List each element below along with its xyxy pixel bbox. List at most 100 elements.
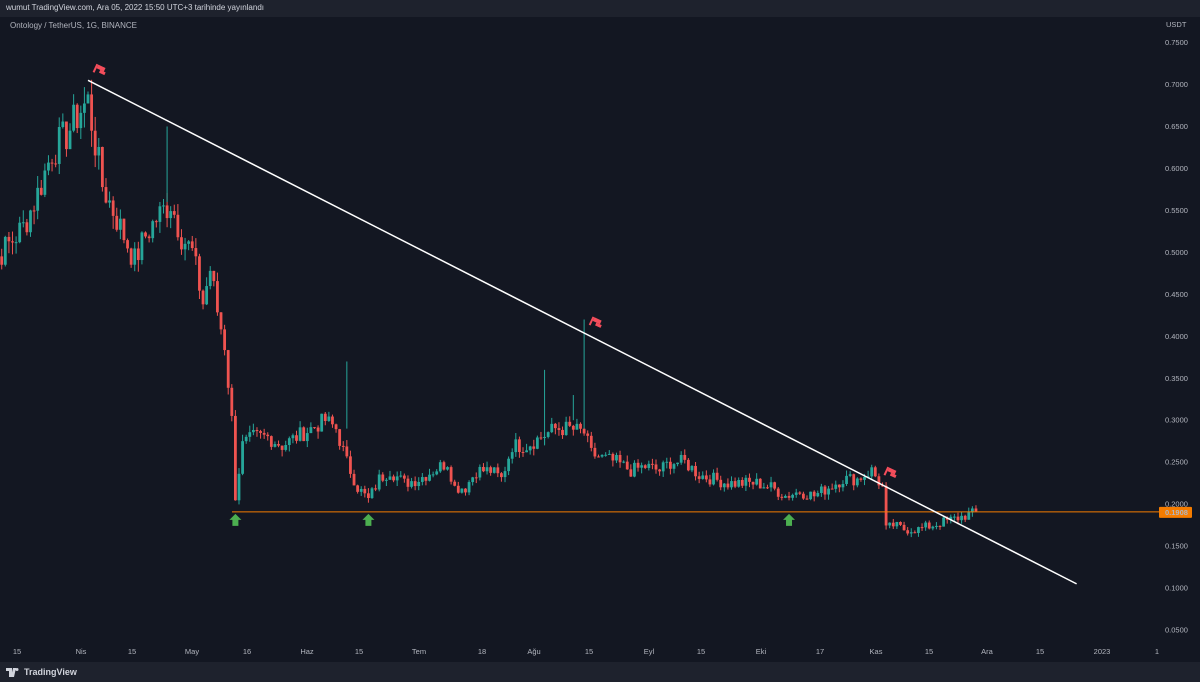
candle-body <box>266 434 270 437</box>
candle-body <box>39 187 43 195</box>
candle-body <box>744 477 748 486</box>
candle-body <box>410 481 413 487</box>
candle-body <box>68 130 72 150</box>
candle-body <box>615 454 618 461</box>
time-tick: 16 <box>243 647 251 656</box>
candle-body <box>927 522 931 529</box>
candle-body <box>122 218 126 241</box>
candle-body <box>453 481 457 486</box>
candle-body <box>938 525 942 527</box>
candle-body <box>873 467 877 477</box>
candle-body <box>852 474 856 486</box>
candle-body <box>766 487 769 489</box>
price-chart[interactable]: USDT 0.7500 0.7000 0.6500 0.6000 0.5500 0.5000… <box>0 0 1200 662</box>
candle-body <box>363 488 367 494</box>
candle-body <box>273 444 277 447</box>
candle-body <box>43 170 47 195</box>
candle-body <box>913 532 917 534</box>
candle-body <box>917 527 920 533</box>
candle-body <box>891 522 895 527</box>
candle-body <box>535 437 539 449</box>
candle-body <box>571 425 575 430</box>
time-tick: 15 <box>355 647 363 656</box>
candle-body <box>424 477 428 481</box>
candle-body <box>719 479 723 488</box>
candle-body <box>352 473 356 486</box>
last-price-tag <box>1159 506 1192 518</box>
candle-body <box>392 476 395 481</box>
candle-body <box>597 456 600 458</box>
price-currency: USDT <box>1166 20 1187 29</box>
candle-body <box>485 467 489 472</box>
candle-body <box>244 436 248 442</box>
candle-body <box>302 427 306 442</box>
candle-body <box>557 428 561 430</box>
candle-body <box>205 286 209 305</box>
candle-body <box>287 438 291 446</box>
candle-body <box>428 474 431 481</box>
candle-body <box>251 429 255 433</box>
candle-body <box>442 462 446 470</box>
price-tick: 0.1500 <box>1165 542 1188 551</box>
candle-body <box>611 453 615 461</box>
candle-body <box>564 421 568 436</box>
candle-body <box>906 530 910 534</box>
candle-body <box>722 483 726 488</box>
candle-body <box>888 522 892 526</box>
candle-body <box>158 206 162 222</box>
candle-body <box>935 525 938 527</box>
time-tick: 1 <box>1155 647 1159 656</box>
tradingview-logo[interactable]: TradingView <box>6 667 77 677</box>
candle-body <box>895 521 899 527</box>
price-tick: 0.2500 <box>1165 458 1188 467</box>
candle-body <box>129 248 133 265</box>
price-tick: 0.2000 <box>1165 500 1188 509</box>
candle-body <box>701 475 705 479</box>
candle-body <box>435 471 439 475</box>
candle-body <box>679 454 683 463</box>
candle-body <box>726 483 730 488</box>
tradingview-logo-icon <box>6 667 20 677</box>
candle-body <box>341 445 345 447</box>
candle-body <box>0 256 4 265</box>
candle-body <box>489 467 493 473</box>
price-tick: 0.3000 <box>1165 416 1188 425</box>
candle-body <box>809 491 812 500</box>
candle-body <box>367 493 370 499</box>
candle-body <box>863 476 866 480</box>
candle-body <box>147 236 151 239</box>
tradingview-brand: TradingView <box>24 667 77 677</box>
candle-body <box>230 387 234 416</box>
candle-body <box>600 454 604 457</box>
candle-body <box>255 429 259 432</box>
candle-body <box>758 478 762 489</box>
candle-body <box>237 473 241 501</box>
candle-body <box>356 485 360 492</box>
candle-body <box>546 432 550 437</box>
price-axis: USDT 0.7500 0.7000 0.6500 0.6000 0.5500 0.5000… <box>1159 20 1192 635</box>
overlays <box>87 63 1160 585</box>
time-tick: 15 <box>13 647 21 656</box>
candle-body <box>960 515 963 521</box>
trendline <box>87 79 1077 585</box>
candle-body <box>154 221 158 223</box>
candle-body <box>83 103 86 113</box>
candle-body <box>712 472 715 485</box>
candle-body <box>90 94 93 131</box>
candle-body <box>661 462 665 472</box>
candle-body <box>172 211 176 215</box>
candle-body <box>11 241 14 243</box>
candle-body <box>956 516 960 521</box>
candle-body <box>334 424 338 430</box>
candle-body <box>776 488 780 497</box>
price-tick: 0.7000 <box>1165 80 1188 89</box>
candle-body <box>399 475 403 477</box>
candle-body <box>338 429 342 446</box>
time-tick: 15 <box>585 647 593 656</box>
candle-body <box>755 478 759 485</box>
candle-body <box>773 482 777 489</box>
candle-body <box>784 495 787 498</box>
candle-body <box>881 485 884 487</box>
candle-body <box>115 215 119 230</box>
candle-body <box>848 474 852 476</box>
